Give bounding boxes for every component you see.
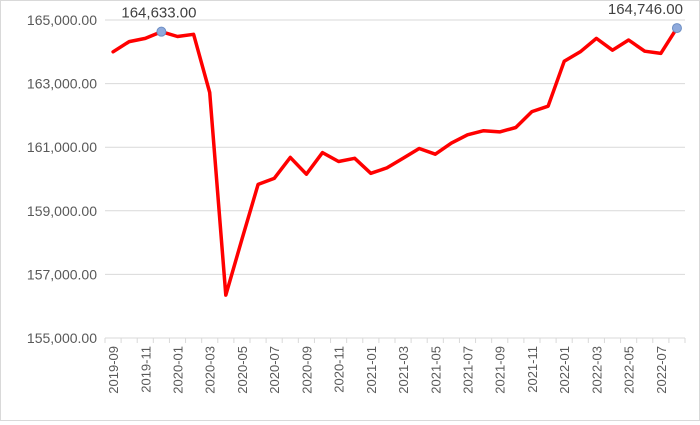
x-tick-label: 2022-07	[654, 346, 669, 394]
data-label: 164,633.00	[121, 5, 196, 22]
x-tick-label: 2020-01	[171, 346, 186, 394]
x-tick-label: 2020-05	[235, 346, 250, 394]
y-tick-label: 161,000.00	[27, 139, 97, 155]
gridlines	[105, 19, 685, 339]
x-tick-label: 2021-07	[461, 346, 476, 394]
x-tick-label: 2022-03	[589, 346, 604, 394]
x-tick-label: 2019-11	[138, 346, 153, 393]
x-tick-label: 2020-11	[332, 346, 347, 393]
data-label: 164,746.00	[608, 1, 683, 18]
highlight-point	[671, 23, 682, 34]
highlight-point	[156, 26, 167, 37]
x-tick-label: 2021-11	[525, 346, 540, 393]
series-group	[111, 26, 679, 297]
x-axis: 2019-09 2019-11 2020-01 2020-03 2020-05 2020-…	[104, 337, 686, 394]
y-tick-label: 159,000.00	[27, 203, 97, 219]
x-tick-label: 2020-07	[267, 346, 282, 394]
x-tick-label: 2020-03	[203, 346, 218, 394]
annotations: 164,633.00 164,746.00	[121, 1, 683, 37]
x-tick-label: 2019-09	[106, 346, 121, 394]
x-tick-label: 2020-09	[299, 346, 314, 394]
x-tick-label: 2022-01	[557, 346, 572, 394]
x-tick-label: 2022-05	[622, 346, 637, 394]
x-tick-label: 2021-01	[364, 346, 379, 394]
y-tick-label: 157,000.00	[27, 266, 97, 282]
series-line	[111, 26, 679, 297]
x-tick-label: 2021-09	[493, 346, 508, 394]
y-tick-label: 165,000.00	[27, 12, 97, 28]
y-tick-label: 155,000.00	[27, 330, 97, 346]
x-tick-label: 2021-05	[428, 346, 443, 394]
x-tick-label: 2021-03	[396, 346, 411, 394]
y-axis: 155,000.00 157,000.00 159,000.00 161,000.00…	[27, 12, 97, 346]
y-tick-label: 163,000.00	[27, 76, 97, 92]
